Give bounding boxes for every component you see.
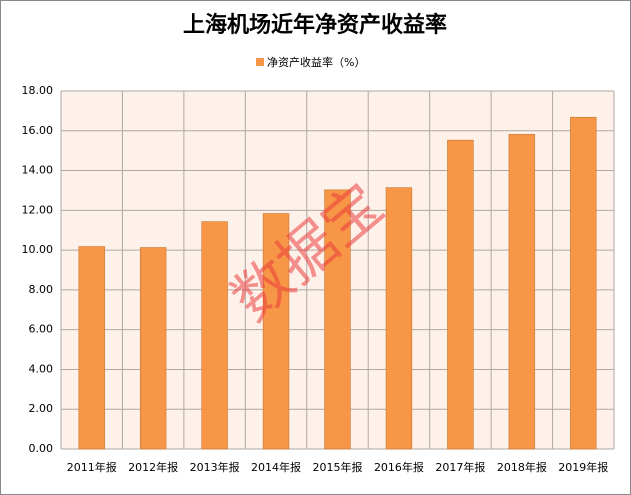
bar: [385, 187, 413, 450]
legend-label: 净资产收益率（%）: [267, 55, 365, 69]
x-tick-label: 2011年报: [67, 460, 117, 474]
y-tick-label: 6.00: [29, 323, 54, 336]
legend-swatch: [256, 58, 264, 66]
y-tick-label: 8.00: [29, 283, 54, 296]
bar: [78, 246, 105, 450]
x-tick-label: 2013年报: [190, 460, 240, 474]
bar: [139, 247, 167, 450]
x-tick-label: 2014年报: [251, 460, 301, 474]
y-tick-label: 14.00: [22, 164, 54, 177]
x-tick-label: 2016年报: [374, 460, 424, 474]
y-tick-label: 2.00: [29, 402, 54, 415]
bar: [570, 116, 597, 450]
y-tick-label: 0.00: [29, 442, 54, 455]
bar: [447, 139, 474, 450]
bar: [324, 189, 351, 450]
y-tick-label: 16.00: [22, 124, 54, 137]
x-tick-label: 2018年报: [497, 460, 547, 474]
y-tick-label: 4.00: [29, 362, 54, 375]
bar: [201, 221, 228, 450]
bar: [508, 134, 536, 450]
x-tick-label: 2017年报: [435, 460, 485, 474]
x-tick-label: 2012年报: [128, 460, 178, 474]
x-tick-label: 2015年报: [313, 460, 363, 474]
y-tick-label: 12.00: [22, 203, 54, 216]
chart-title: 上海机场近年净资产收益率: [183, 12, 447, 38]
bar: [262, 213, 290, 450]
y-tick-label: 18.00: [22, 84, 54, 97]
x-tick-label: 2019年报: [558, 460, 608, 474]
y-tick-label: 10.00: [22, 243, 54, 256]
